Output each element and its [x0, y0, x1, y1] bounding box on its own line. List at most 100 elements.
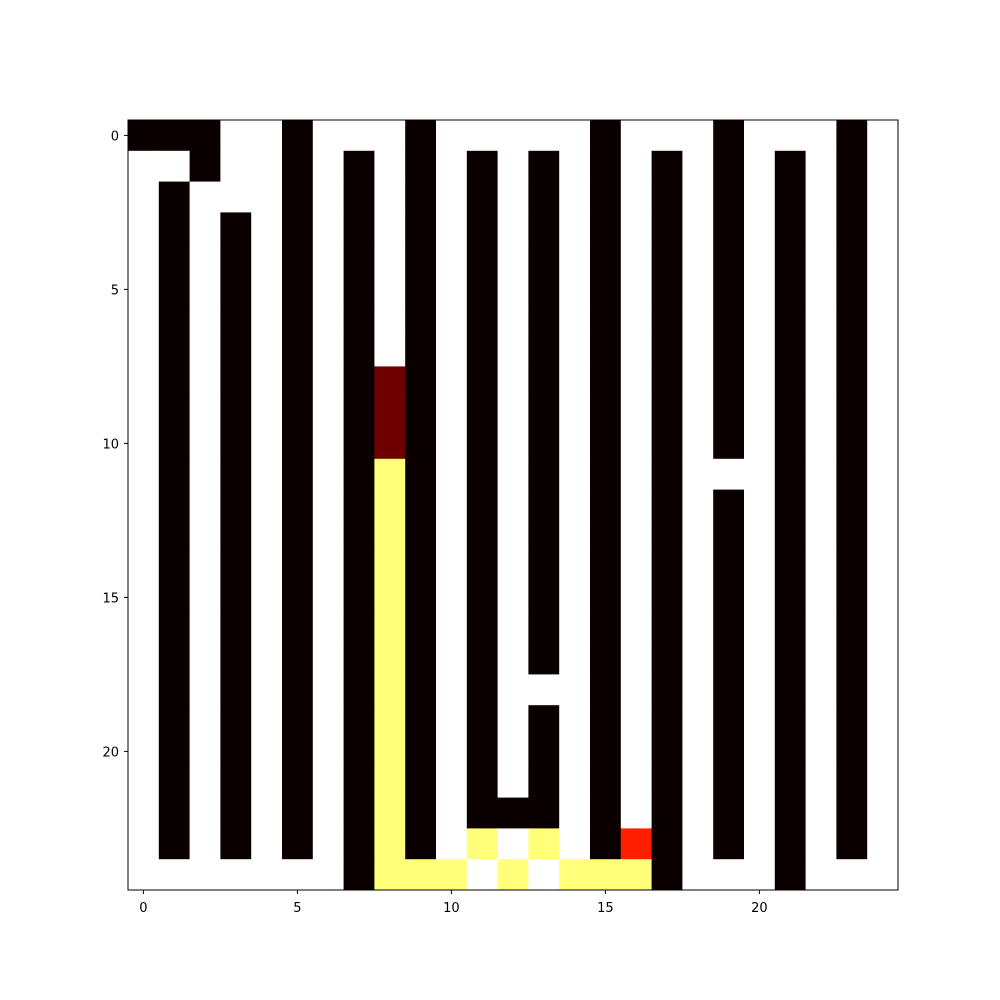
heatmap-cell: [682, 582, 714, 614]
heatmap-cell: [189, 397, 221, 429]
heatmap-cell: [343, 458, 375, 490]
heatmap-cell: [158, 797, 190, 829]
heatmap-cell: [774, 520, 806, 552]
heatmap-cell: [620, 120, 652, 152]
heatmap-cell: [251, 428, 283, 460]
heatmap-cell: [312, 643, 344, 675]
heatmap-cell: [343, 181, 375, 213]
heatmap-cell: [343, 582, 375, 614]
heatmap-cell: [189, 120, 221, 152]
heatmap-cell: [128, 674, 160, 706]
heatmap-cell: [559, 489, 591, 521]
heatmap-cell: [651, 304, 683, 336]
heatmap-cell: [374, 551, 406, 583]
heatmap-cell: [620, 520, 652, 552]
heatmap-cell: [867, 243, 899, 275]
heatmap-cell: [436, 181, 468, 213]
heatmap-cell: [374, 120, 406, 152]
heatmap-cell: [128, 274, 160, 306]
heatmap-cell: [497, 150, 529, 182]
heatmap-cell: [312, 335, 344, 367]
heatmap-cell: [528, 828, 560, 860]
heatmap-cell: [220, 674, 252, 706]
heatmap-cell: [189, 150, 221, 182]
heatmap-cell: [744, 859, 776, 891]
heatmap-cell: [466, 304, 498, 336]
heatmap-cell: [836, 212, 868, 244]
heatmap-cell: [713, 859, 745, 891]
heatmap-cell: [158, 212, 190, 244]
heatmap-cell: [651, 335, 683, 367]
heatmap-cell: [836, 335, 868, 367]
heatmap-cell: [466, 674, 498, 706]
heatmap-cell: [405, 582, 437, 614]
heatmap-cell: [682, 674, 714, 706]
heatmap-cell: [158, 489, 190, 521]
heatmap-cell: [189, 705, 221, 737]
heatmap-cell: [497, 643, 529, 675]
heatmap-cell: [220, 736, 252, 768]
heatmap-cell: [128, 150, 160, 182]
heatmap-cell: [282, 520, 314, 552]
heatmap-cell: [836, 243, 868, 275]
heatmap-cell: [405, 551, 437, 583]
heatmap-cell: [343, 428, 375, 460]
heatmap-cell: [620, 797, 652, 829]
heatmap-cell: [466, 181, 498, 213]
heatmap-cell: [559, 428, 591, 460]
heatmap-cell: [744, 797, 776, 829]
heatmap-cell: [713, 520, 745, 552]
heatmap-cell: [836, 828, 868, 860]
heatmap-cell: [436, 397, 468, 429]
heatmap-cell: [744, 458, 776, 490]
heatmap-cell: [436, 582, 468, 614]
heatmap-cell: [497, 582, 529, 614]
heatmap-cell: [744, 520, 776, 552]
heatmap-cell: [651, 366, 683, 398]
heatmap-cell: [282, 181, 314, 213]
heatmap-cell: [312, 274, 344, 306]
heatmap-cell: [867, 489, 899, 521]
heatmap-cell: [497, 335, 529, 367]
heatmap-cell: [774, 212, 806, 244]
heatmap-cell: [282, 674, 314, 706]
heatmap-cell: [620, 397, 652, 429]
heatmap-cell: [189, 551, 221, 583]
heatmap-cell: [251, 797, 283, 829]
heatmap-cell: [374, 736, 406, 768]
heatmap-cell: [651, 212, 683, 244]
heatmap-cell: [774, 181, 806, 213]
heatmap-cell: [189, 366, 221, 398]
heatmap-cell: [220, 551, 252, 583]
heatmap-cell: [251, 212, 283, 244]
heatmap-cell: [744, 397, 776, 429]
heatmap-cell: [282, 366, 314, 398]
plot-frame: [127, 119, 899, 891]
heatmap-cell: [805, 520, 837, 552]
heatmap-cell: [282, 120, 314, 152]
heatmap-cell: [774, 304, 806, 336]
heatmap-cell: [282, 397, 314, 429]
heatmap-cell: [528, 120, 560, 152]
heatmap-cell: [836, 582, 868, 614]
heatmap-cell: [282, 150, 314, 182]
heatmap-cell: [220, 489, 252, 521]
heatmap-cell: [251, 582, 283, 614]
heatmap-cell: [220, 150, 252, 182]
heatmap-cell: [620, 304, 652, 336]
heatmap-cell: [497, 274, 529, 306]
heatmap-cells: [128, 120, 899, 891]
heatmap-cell: [343, 150, 375, 182]
heatmap-cell: [836, 643, 868, 675]
heatmap-cell: [343, 797, 375, 829]
heatmap-cell: [590, 736, 622, 768]
heatmap-cell: [836, 797, 868, 829]
heatmap-cell: [805, 612, 837, 644]
heatmap-cell: [867, 120, 899, 152]
heatmap-cell: [651, 736, 683, 768]
heatmap-cell: [312, 859, 344, 891]
heatmap-cell: [620, 736, 652, 768]
heatmap-cell: [559, 458, 591, 490]
heatmap-cell: [158, 736, 190, 768]
heatmap-cell: [497, 366, 529, 398]
